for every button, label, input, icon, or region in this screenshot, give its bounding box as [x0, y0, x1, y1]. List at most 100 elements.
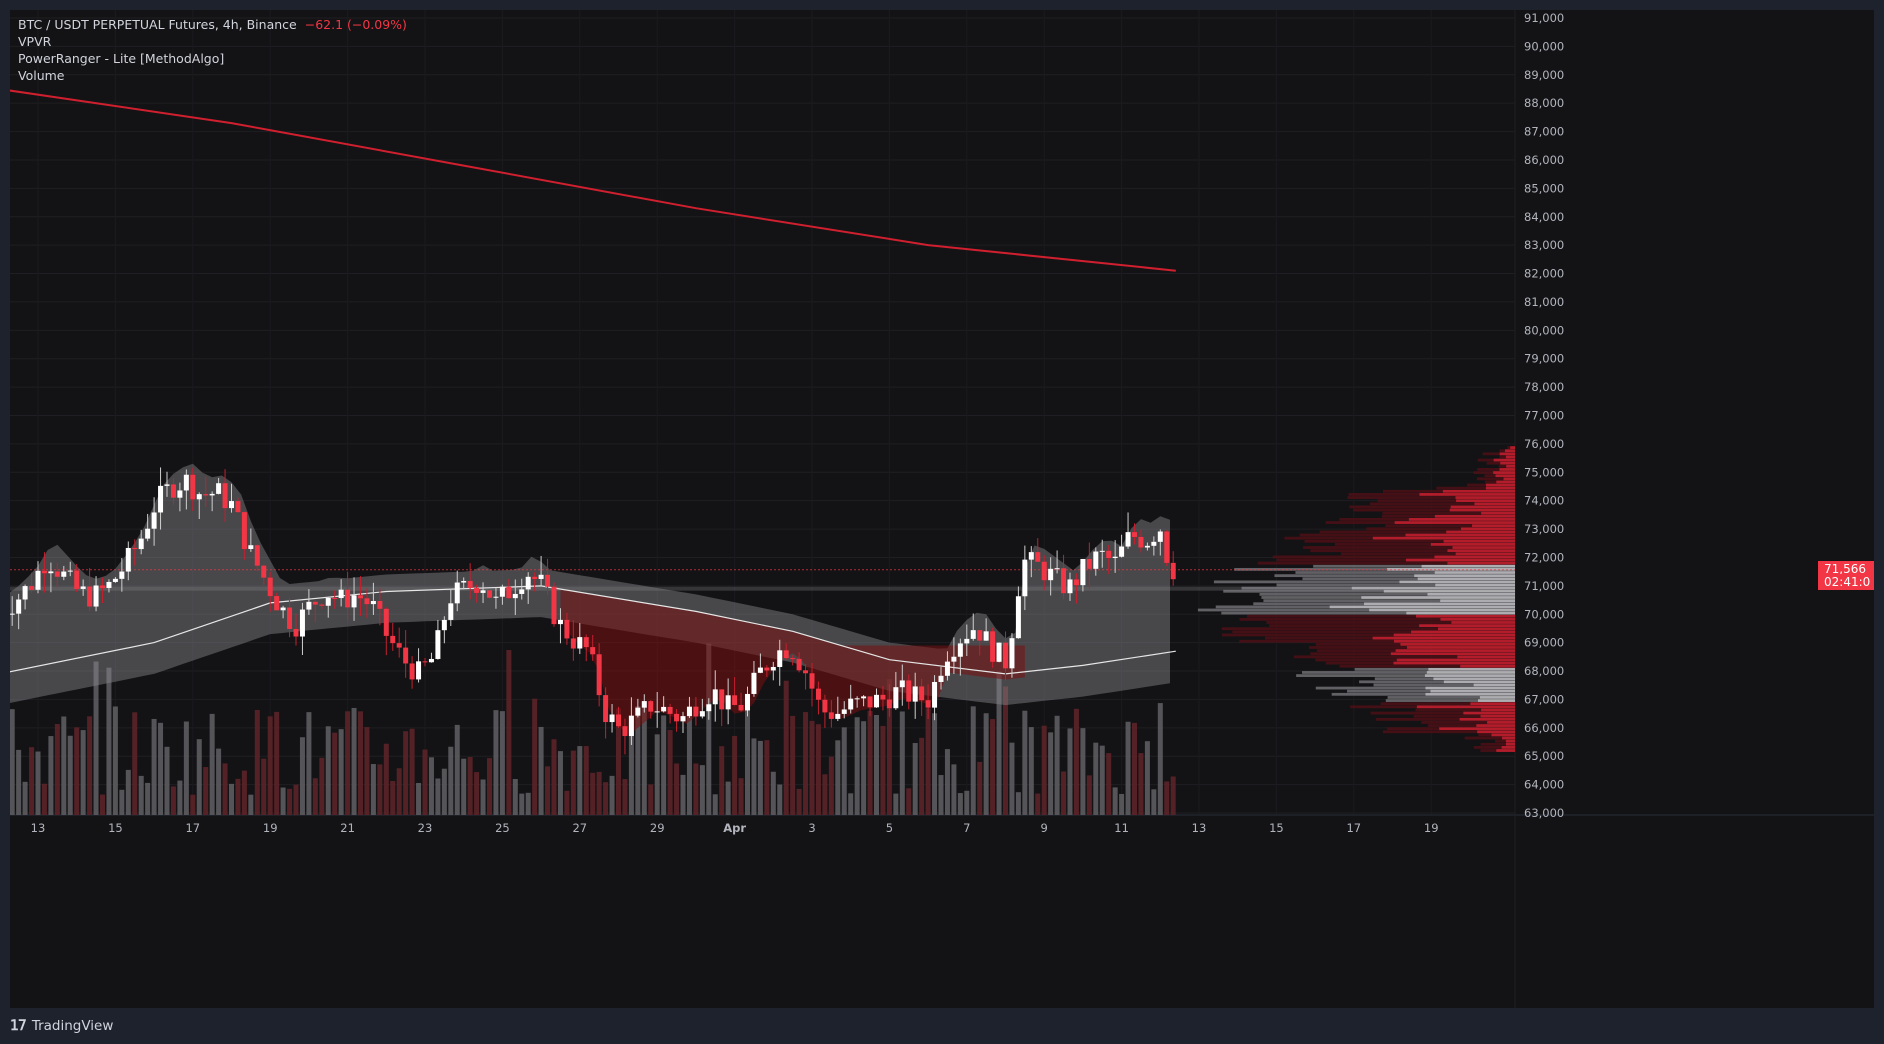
vpvr-bar-outer — [1499, 449, 1505, 453]
volume-bar — [848, 793, 854, 815]
vpvr-bar-inner — [1396, 658, 1515, 662]
candle-body — [609, 714, 615, 723]
vpvr-bar-inner — [1383, 589, 1515, 593]
vpvr-bar-inner — [1496, 480, 1515, 484]
time-axis[interactable]: 13 15 17 19 21 23 25 27 29 Apr 3 5 7 9 11 13 15 17 19 — [31, 821, 1439, 835]
candle-body — [164, 484, 170, 486]
volume-bar — [190, 794, 196, 815]
brand-name[interactable]: TradingView — [31, 1018, 114, 1034]
y-tick-label: 78,000 — [1524, 380, 1564, 394]
volume-bar — [944, 749, 950, 815]
candle-body — [532, 576, 538, 579]
candle-body — [667, 706, 673, 714]
candle-body — [725, 695, 731, 710]
candle-body — [338, 589, 344, 599]
vpvr-bar-outer — [1477, 458, 1494, 462]
volume-bar — [74, 727, 80, 815]
y-tick-label: 89,000 — [1524, 68, 1564, 82]
candle-body — [428, 658, 434, 663]
vpvr-bar-outer — [1310, 549, 1448, 553]
vpvr-bar-inner — [1459, 717, 1515, 721]
candle-body — [1151, 541, 1157, 546]
volume-bar — [667, 729, 673, 815]
vpvr-bar-inner — [1399, 580, 1515, 584]
chart-canvas[interactable]: 91,000 90,000 89,000 88,000 87,000 86,000 85,0… — [10, 10, 1874, 1008]
volume-bar — [1015, 792, 1021, 815]
vpvr-bar-inner — [1421, 564, 1515, 568]
vpvr-bar-inner — [1408, 518, 1515, 521]
volume-bar — [409, 728, 415, 815]
indicator-powerranger[interactable]: PowerRanger - Lite [MethodAlgo] — [18, 51, 225, 66]
candle-body — [764, 667, 770, 671]
volume-bar — [390, 780, 396, 815]
vpvr-bar-outer — [1476, 477, 1504, 481]
vpvr-bar-inner — [1510, 446, 1515, 449]
vpvr-bar-outer — [1507, 446, 1511, 449]
candle-body — [1003, 642, 1008, 669]
vpvr-bar-inner — [1369, 608, 1515, 612]
grey-band — [10, 463, 1170, 706]
vpvr-bar-outer — [1385, 524, 1473, 528]
vpvr-bar-inner — [1457, 655, 1515, 659]
candle-body — [351, 595, 357, 608]
price-axis[interactable]: 91,000 90,000 89,000 88,000 87,000 86,000 85,0… — [1524, 11, 1564, 820]
indicator-volume[interactable]: Volume — [18, 68, 65, 83]
volume-bar — [977, 761, 983, 815]
symbol-title[interactable]: BTC / USDT PERPETUAL Futures, 4h, Binanc… — [18, 17, 297, 32]
vpvr-bar-inner — [1491, 733, 1515, 737]
vpvr-bar-outer — [1478, 733, 1492, 737]
vpvr-bar-outer — [1499, 455, 1506, 459]
volume-bar — [145, 782, 151, 815]
vpvr-bar-inner — [1502, 736, 1515, 740]
volume-bar — [525, 792, 531, 815]
current-price-label: 71,566 — [1818, 560, 1874, 577]
chart-panel[interactable]: 91,000 90,000 89,000 88,000 87,000 86,000 85,0… — [10, 10, 1874, 1008]
candle-body — [35, 570, 41, 590]
volume-bar — [983, 713, 989, 815]
volume-bar — [751, 738, 757, 815]
vpvr-bar-inner — [1351, 586, 1515, 590]
vpvr-bar-outer — [1366, 527, 1461, 531]
candle-body — [835, 713, 841, 719]
vpvr-bar-inner — [1394, 521, 1515, 524]
candle-body — [80, 586, 86, 589]
candle-body — [603, 695, 609, 723]
candle-body — [312, 601, 318, 605]
symbol-row[interactable]: BTC / USDT PERPETUAL Futures, 4h, Binanc… — [18, 16, 407, 33]
vpvr-bar-outer — [1221, 611, 1407, 615]
candle-body — [654, 711, 660, 713]
candle-body — [474, 587, 480, 593]
volume-bar — [1099, 745, 1105, 815]
candle-body — [358, 595, 363, 599]
volume-bar — [422, 749, 428, 815]
volume-bar — [280, 787, 286, 815]
indicator-vpvr[interactable]: VPVR — [18, 34, 52, 49]
y-tick-label: 68,000 — [1524, 664, 1564, 678]
candle-body — [93, 585, 99, 607]
vpvr-bar-inner — [1495, 474, 1515, 478]
candle-body — [628, 715, 634, 737]
volume-bar — [564, 790, 570, 815]
candle-body — [706, 704, 712, 712]
candle-body — [699, 711, 705, 717]
vpvr-bar-inner — [1364, 602, 1515, 606]
vpvr-bar-outer — [1495, 739, 1506, 743]
vpvr-bar-outer — [1269, 624, 1420, 628]
y-tick-label: 88,000 — [1524, 96, 1564, 110]
volume-bar — [970, 706, 976, 815]
candle-body — [944, 661, 950, 676]
vpvr-bar-outer — [1370, 711, 1464, 715]
vpvr-bar-inner — [1476, 724, 1515, 727]
vpvr-bar-inner — [1487, 721, 1515, 724]
tradingview-logo-icon[interactable]: 𝟣𝟩 — [10, 1018, 27, 1034]
vpvr-bar-inner — [1447, 561, 1515, 565]
vpvr-bar-outer — [1253, 602, 1365, 606]
candle-body — [906, 680, 912, 702]
volume-bar — [61, 716, 67, 815]
candle-body — [957, 643, 963, 657]
vpvr-bar-inner — [1419, 624, 1515, 628]
vpvr-bar-outer — [1239, 639, 1394, 643]
volume-bar — [912, 743, 918, 815]
volume-bar — [519, 793, 525, 815]
y-tick-label: 90,000 — [1524, 39, 1564, 53]
